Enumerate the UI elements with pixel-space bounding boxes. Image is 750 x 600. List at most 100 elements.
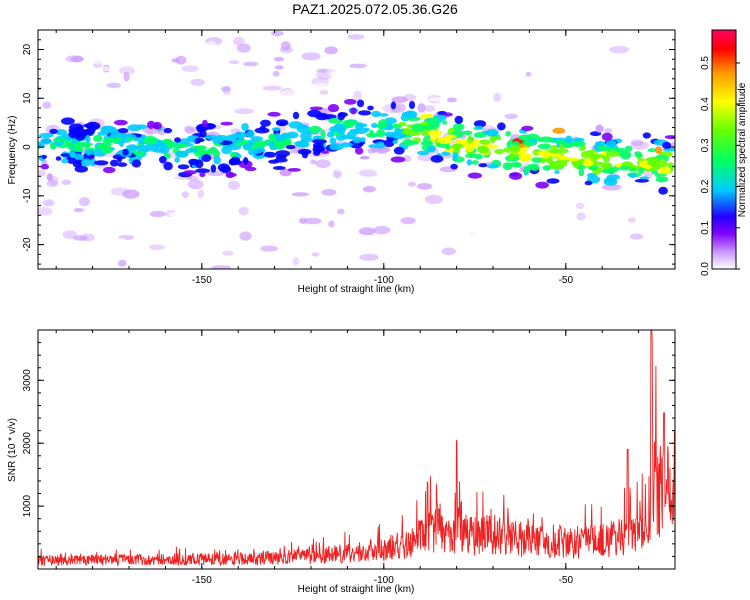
heatmap-cell xyxy=(206,170,226,177)
heatmap-cell xyxy=(254,127,270,134)
y-tick-label: 1000 xyxy=(22,495,33,518)
heatmap-cell xyxy=(181,65,199,73)
heatmap-cell xyxy=(65,74,83,83)
heatmap-cell xyxy=(371,122,378,128)
heatmap-cell xyxy=(243,61,259,67)
heatmap-cell xyxy=(55,129,68,136)
heatmap-cell xyxy=(262,85,283,91)
heatmap-cell xyxy=(232,212,249,221)
heatmap-cell xyxy=(454,115,464,124)
heatmap-cell xyxy=(420,140,434,147)
heatmap-cell xyxy=(407,181,417,187)
heatmap-cell xyxy=(122,189,140,199)
heatmap-cell xyxy=(268,141,275,148)
heatmap-cell xyxy=(38,143,46,149)
heatmap-cell xyxy=(233,139,239,144)
heatmap-cell xyxy=(42,101,52,109)
heatmap-cell xyxy=(140,184,160,190)
heatmap-cell xyxy=(78,197,91,207)
heatmap-cell xyxy=(536,137,544,142)
colorbar-tick-label: 0.0 xyxy=(700,262,711,276)
heatmap-cell xyxy=(552,127,565,134)
heatmap-cell xyxy=(403,155,412,163)
heatmap-cell xyxy=(590,154,605,159)
heatmap-cell xyxy=(244,166,257,172)
heatmap-cell xyxy=(49,110,57,118)
heatmap-cell xyxy=(181,191,189,199)
heatmap-cell xyxy=(601,184,622,191)
heatmap-cell xyxy=(584,180,593,186)
heatmap-cell xyxy=(61,179,72,185)
heatmap-cell xyxy=(118,259,127,267)
heatmap-cell xyxy=(48,96,68,104)
heatmap-cell xyxy=(83,123,92,128)
heatmap-cell xyxy=(333,163,352,173)
heatmap-cell xyxy=(126,261,145,268)
heatmap-cell xyxy=(489,135,496,144)
heatmap-cell xyxy=(638,167,645,174)
heatmap-cell xyxy=(466,69,484,76)
heatmap-cell xyxy=(48,88,64,96)
heatmap-cell xyxy=(96,90,106,99)
heatmap-cell xyxy=(505,130,511,137)
heatmap-cell xyxy=(368,64,379,74)
heatmap-cell xyxy=(506,141,512,149)
heatmap-cell xyxy=(525,71,532,77)
heatmap-cell xyxy=(662,141,672,149)
heatmap-cell xyxy=(195,159,204,169)
heatmap-cell xyxy=(131,91,151,102)
heatmap-cell xyxy=(39,132,54,138)
heatmap-cell xyxy=(312,139,327,144)
heatmap-cell xyxy=(537,236,549,247)
heatmap-cell xyxy=(597,145,612,152)
heatmap-cell xyxy=(444,145,451,150)
heatmap-cell xyxy=(476,104,492,111)
heatmap-cell xyxy=(210,164,217,173)
heatmap-cell xyxy=(233,36,245,46)
heatmap-cell xyxy=(96,143,110,150)
heatmap-cell xyxy=(368,144,379,149)
heatmap-cell xyxy=(292,257,300,266)
heatmap-cell xyxy=(244,118,264,123)
heatmap-cell xyxy=(535,181,549,189)
heatmap-cell xyxy=(523,165,531,173)
heatmap-cell xyxy=(307,109,322,118)
heatmap-cell xyxy=(353,90,363,101)
heatmap-cell xyxy=(117,162,128,167)
heatmap-cell xyxy=(292,111,300,120)
heatmap-cell xyxy=(271,127,281,131)
heatmap-cell xyxy=(490,217,499,225)
heatmap-cell xyxy=(348,120,358,126)
heatmap-cell xyxy=(161,259,174,267)
heatmap-cell xyxy=(378,113,389,117)
heatmap-cell xyxy=(658,167,664,174)
heatmap-cell xyxy=(549,160,555,166)
heatmap-cell xyxy=(170,64,179,70)
heatmap-cell xyxy=(508,172,523,180)
heatmap-cell xyxy=(362,214,371,221)
heatmap-cell xyxy=(659,110,669,120)
heatmap-cell xyxy=(194,137,205,143)
heatmap-cell xyxy=(575,202,585,209)
heatmap-cell xyxy=(371,147,391,153)
heatmap-cell xyxy=(152,121,162,130)
heatmap-cell xyxy=(578,146,585,151)
heatmap-cell xyxy=(123,71,130,82)
heatmap-cell xyxy=(301,52,321,61)
heatmap-cell xyxy=(40,163,49,170)
heatmap-cell xyxy=(573,161,580,168)
heatmap-cell xyxy=(218,62,238,73)
heatmap-cell xyxy=(426,145,436,153)
heatmap-cell xyxy=(658,186,668,195)
heatmap-cell xyxy=(546,178,560,184)
heatmap-cell xyxy=(211,136,224,144)
heatmap-cell xyxy=(40,220,49,228)
colorbar-ticks: 0.0 0.1 0.2 0.3 0.4 0.5 xyxy=(700,56,740,276)
heatmap-cell xyxy=(465,202,483,208)
heatmap-cell xyxy=(200,67,221,76)
heatmap-cell xyxy=(344,98,357,105)
heatmap-cell xyxy=(41,154,47,159)
heatmap-cell xyxy=(234,108,254,115)
heatmap-cell xyxy=(127,86,135,93)
heatmap-cell xyxy=(428,97,448,102)
